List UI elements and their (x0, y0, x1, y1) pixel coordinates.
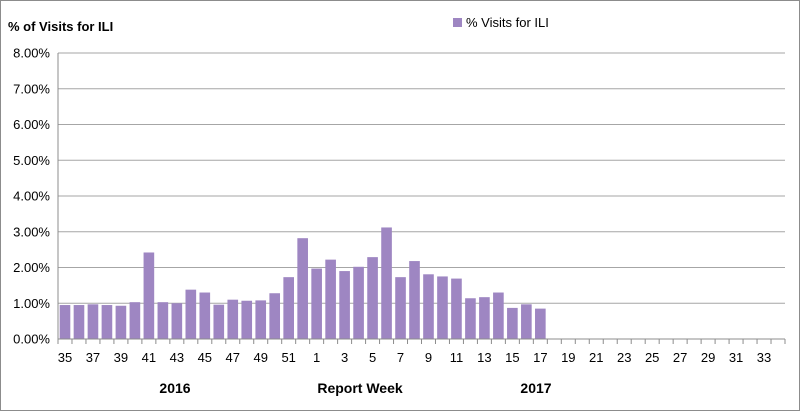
bar-week-38 (101, 305, 113, 339)
legend-swatch (453, 18, 462, 27)
x-tick-label: 23 (617, 350, 631, 365)
y-tick-label: 6.00% (13, 117, 50, 132)
x-tick-label: 1 (313, 350, 320, 365)
bar-week-37 (87, 304, 99, 339)
bar-week-39 (115, 305, 127, 339)
bar-week-13 (479, 297, 490, 339)
bar-week-7 (395, 277, 406, 339)
x-tick-label: 39 (114, 350, 128, 365)
bar-week-17 (535, 308, 546, 339)
x-tick-label: 27 (673, 350, 687, 365)
x-tick-label: 45 (198, 350, 212, 365)
bar-week-50 (269, 293, 281, 339)
y-tick-label: 2.00% (13, 260, 50, 275)
y-tick-label: 3.00% (13, 224, 50, 239)
bar-week-4 (353, 266, 364, 339)
x-tick-label: 9 (425, 350, 432, 365)
y-tick-label: 8.00% (13, 46, 50, 61)
x-tick-label: 19 (561, 350, 575, 365)
x-tick-label: 49 (253, 350, 267, 365)
x-tick-label: 47 (226, 350, 240, 365)
x-axis-title: Report Week (317, 380, 403, 396)
x-tick-label: 37 (86, 350, 100, 365)
bar-week-36 (73, 305, 85, 339)
y-tick-label: 4.00% (13, 189, 50, 204)
axes: 0.00% 1.00% 2.00% 3.00% 4.00% 5.00% 6.00% 7.00%… (13, 46, 786, 365)
x-tick-label: 17 (533, 350, 547, 365)
bar-week-12 (465, 298, 476, 339)
bar-week-52 (297, 238, 308, 339)
x-tick-label: 43 (170, 350, 184, 365)
x-tick-label: 21 (589, 350, 603, 365)
bar-week-16 (521, 304, 532, 339)
bar-week-1 (311, 268, 322, 339)
x-tick-label: 35 (58, 350, 72, 365)
bar-week-8 (409, 261, 420, 339)
year-label-2017: 2017 (520, 380, 551, 396)
x-tick-label: 25 (645, 350, 659, 365)
y-tick-label: 7.00% (13, 81, 50, 96)
bar-week-6 (381, 227, 392, 339)
bar-week-49 (255, 300, 267, 339)
bar-week-46 (213, 304, 225, 339)
x-tick-label: 33 (757, 350, 771, 365)
gridlines (58, 52, 785, 304)
bar-week-5 (367, 257, 378, 339)
bar-week-48 (241, 300, 253, 339)
bar-week-43 (171, 303, 183, 339)
bar-week-14 (493, 292, 504, 339)
y-tick-label: 5.00% (13, 153, 50, 168)
bar-week-3 (339, 271, 350, 339)
bar-week-35 (59, 305, 71, 339)
bar-week-15 (507, 307, 518, 339)
bar-week-41 (143, 252, 155, 339)
x-tick-label: 15 (505, 350, 519, 365)
x-tick-label: 29 (701, 350, 715, 365)
bar-week-45 (199, 292, 211, 339)
bar-week-40 (129, 302, 141, 339)
bar-week-44 (185, 289, 197, 339)
y-axis-title: % of Visits for ILI (8, 19, 113, 34)
x-tick-label: 51 (281, 350, 295, 365)
bar-week-51 (283, 277, 294, 339)
y-tick-label: 1.00% (13, 296, 50, 311)
bar-week-47 (227, 299, 239, 339)
x-tick-label: 31 (729, 350, 743, 365)
bar-week-10 (437, 276, 448, 339)
bar-week-9 (423, 274, 434, 339)
bar-week-42 (157, 302, 169, 339)
x-tick-label: 7 (397, 350, 404, 365)
x-tick-label: 5 (369, 350, 376, 365)
legend: % Visits for ILI (453, 15, 549, 30)
bar-week-11 (451, 278, 462, 339)
x-tick-label: 41 (142, 350, 156, 365)
year-label-2016: 2016 (159, 380, 190, 396)
bars (59, 227, 546, 339)
legend-label: % Visits for ILI (466, 15, 549, 30)
x-tick-label: 11 (450, 350, 464, 365)
y-tick-label: 0.00% (13, 332, 50, 347)
x-tick-label: 3 (341, 350, 348, 365)
x-tick-label: 13 (477, 350, 491, 365)
bar-week-2 (325, 259, 336, 339)
